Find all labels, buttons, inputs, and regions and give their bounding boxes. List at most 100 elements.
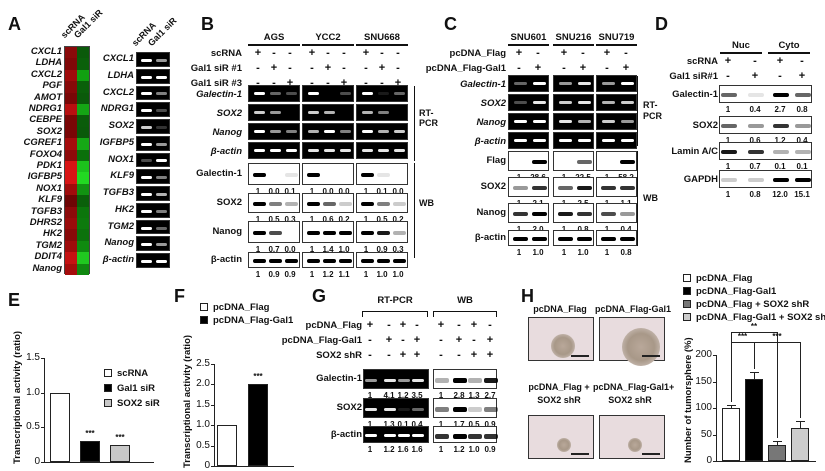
legend-label: SOX2 siR [117,398,160,409]
group-brace [433,311,497,317]
legend-swatch [683,287,691,296]
photo-title: pcDNA_Flag-Gal1 [595,304,672,314]
heatmap-cell [77,81,89,94]
quant-value: 1.6 [411,445,423,454]
wb-band [601,186,616,190]
wb-band [558,237,573,241]
bracket-leg [777,332,778,439]
quant-value: 0.7 [268,245,280,254]
heatmap-gene-label: TGM2 [35,239,62,251]
wb-band [377,259,390,263]
gel-band [308,149,319,152]
quant-value: 1 [309,245,315,254]
heatmap-gene-label: FOXO4 [29,148,62,160]
gel-band [254,92,265,95]
rtpcr-label: RT-PCR [643,100,663,121]
gel-band [340,111,351,114]
heatmap-gene-label: CXCL2 [30,68,62,80]
condition-mark: - [326,77,330,89]
tumorsphere-photos: pcDNA_Flag pcDNA_Flag-Gal1 pcDNA_Flag + SOX… [520,280,680,464]
wb-band [601,212,616,216]
wb-band [795,150,811,154]
gel-band [324,92,335,95]
wb-band [532,160,547,164]
legend-item: pcDNA_Flag-Gal1 [200,315,293,326]
y-axis [214,364,215,466]
condition-mark: - [457,319,461,331]
rtpcr-gel [508,75,549,92]
scale-bar [642,355,660,357]
gel-band [340,92,351,95]
y-tick [41,358,44,359]
significance-label: ** [750,322,758,331]
quant-value: 1 [598,225,616,234]
condition-mark: - [272,77,276,89]
x-axis [716,461,816,462]
rtpcr-label: RT-PCR [419,108,439,128]
condition-mark: + [366,319,374,331]
wb-band [773,150,789,154]
bar [745,378,763,461]
wb-row-label: SOX2 [692,120,718,131]
gel-band [308,111,319,114]
quant-value: 1 [367,420,373,429]
heatmap-gene-label: CEBPE [29,114,62,126]
gel-band [621,101,634,104]
wb-band [795,178,811,182]
y-axis [44,358,45,462]
panel-g: RT-PCR WB pcDNA_Flag + - + - + - + - pcDNA_Flag-Gal… [282,280,525,464]
heatmap [64,46,90,276]
legend-label: pcDNA_Flag-Gal1 [696,286,777,297]
condition-mark: - [387,349,391,361]
quant-value: 0.7 [749,162,761,171]
wb-blot [596,177,637,197]
rtpcr-gel [553,75,594,92]
quant-value: 1 [604,248,610,257]
gel-band [156,159,167,163]
condition-mark: + [560,47,568,59]
wb-band [773,178,789,182]
wb-blot [433,398,498,418]
gel-gene-label: CXCL2 [102,86,134,98]
wb-blot [719,142,812,160]
gel-band [270,149,281,152]
heatmap-gene-label: CGREF1 [23,137,62,149]
heatmap-cell [65,115,77,128]
condition-mark: - [605,62,609,74]
gel-band [514,82,527,85]
wb-band [323,231,336,235]
gel-band [324,149,335,152]
wb-blot [719,85,812,103]
wb-band [435,407,449,412]
gel-band [378,149,389,152]
gel-gene-label: SOX2 [108,120,134,132]
group-label: RT-PCR [377,295,413,306]
quant-value: 1 [725,162,731,171]
rtpcr-gel [248,85,300,102]
wb-band [361,202,374,206]
cell-line-label: SNU719 [598,32,635,43]
wb-blot [302,163,354,185]
gel-gene-label: NDRG1 [100,103,134,115]
panel-label-d: D [655,14,668,34]
heatmap-cell [65,161,77,173]
quant-value: 0.4 [796,136,808,145]
quant-value: 0.9 [484,420,496,429]
quant-value: 0.8 [749,190,761,199]
heatmap-cell [77,183,89,196]
wb-band [532,212,547,216]
quant-value: 0.9 [284,270,296,279]
quant-value: 0.8 [796,105,808,114]
condition-mark: - [368,334,372,346]
panel-c: SNU601 SNU216 SNU719 pcDNA_Flag + - + - + - pcDNA_… [426,0,645,275]
gel-band [412,407,424,411]
wb-band [377,173,390,177]
quant-value: 1.4 [322,245,334,254]
quant-value: 0.9 [376,245,388,254]
condition-mark: - [753,55,757,67]
bracket [414,163,415,258]
quant-value: 0.0 [392,187,404,196]
y-tick [713,434,716,436]
heatmap-cell [65,263,77,276]
quant-value: 1.3 [468,391,480,400]
